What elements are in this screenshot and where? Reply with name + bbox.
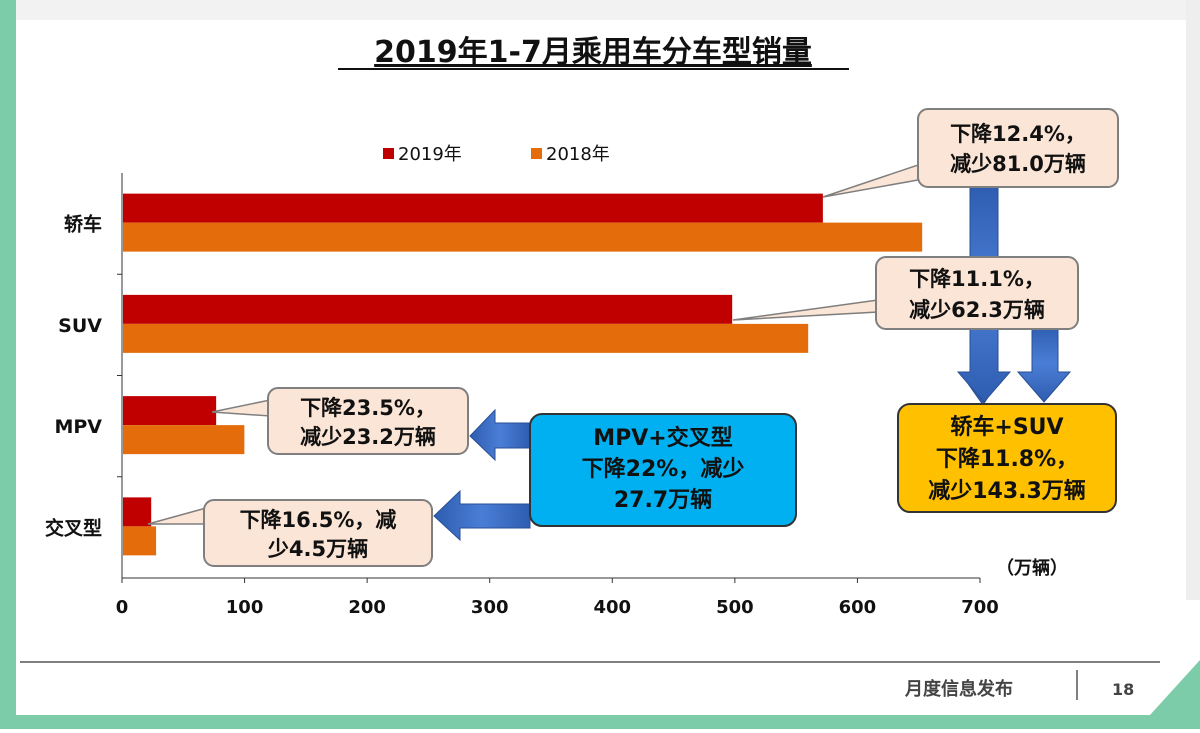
connector-sedan — [822, 163, 919, 198]
category-label: MPV — [54, 416, 102, 438]
legend-label-2019: 2019年 — [398, 144, 462, 165]
category-label: 轿车 — [64, 213, 102, 236]
x-tick-label: 300 — [471, 597, 509, 618]
arrow-left-crossover — [433, 489, 531, 542]
legend-swatch-2018 — [531, 148, 542, 159]
x-tick-label: 400 — [593, 597, 631, 618]
callout-mpv-crossover-total-line1: MPV+交叉型 — [593, 425, 732, 451]
category-label: 交叉型 — [45, 516, 102, 539]
bottom-green-band — [0, 715, 1200, 729]
legend: 2019年 2018年 — [383, 144, 610, 165]
bar-2018-1 — [123, 323, 809, 353]
unit-label: （万辆） — [996, 557, 1068, 579]
bars — [123, 193, 923, 556]
bar-2019-1 — [123, 294, 733, 324]
x-tick-label: 600 — [839, 597, 877, 618]
connector-suv — [732, 299, 879, 321]
x-tick-label: 0 — [116, 597, 129, 618]
chart-title: 2019年1-7月乘用车分车型销量 — [374, 35, 812, 70]
bar-2019-0 — [123, 193, 823, 223]
left-green-bar — [0, 0, 16, 729]
callout-mpv-crossover-total-line2: 下降22%，减少 — [582, 456, 745, 482]
callout-sedan-line2: 减少81.0万辆 — [950, 152, 1086, 176]
callouts: 下降12.4%， 减少81.0万辆 下降11.1%， 减少62.3万辆 下降23… — [203, 108, 1119, 567]
x-tick-label: 100 — [226, 597, 264, 618]
bar-2019-3 — [123, 497, 152, 527]
bar-2018-2 — [123, 425, 245, 455]
footer-label: 月度信息发布 — [904, 678, 1013, 700]
bar-2018-0 — [123, 222, 923, 252]
callout-crossover-line1: 下降16.5%，减 — [240, 508, 397, 532]
callout-mpv-line2: 减少23.2万辆 — [300, 425, 436, 449]
top-band — [0, 0, 1200, 20]
arrow-left-mpv — [469, 408, 531, 462]
callout-sedan-suv-total-box — [897, 403, 1117, 513]
callout-connectors — [147, 163, 919, 525]
x-tick-label: 200 — [348, 597, 386, 618]
callout-mpv-box — [267, 387, 469, 455]
corner-accent — [1150, 660, 1200, 715]
connector-crossover — [147, 507, 207, 525]
category-labels: 轿车 SUV MPV 交叉型 — [45, 213, 122, 539]
callout-suv-box — [875, 256, 1079, 330]
x-tick-label: 500 — [716, 597, 754, 618]
x-tick-label: 700 — [961, 597, 999, 618]
callout-sedan-suv-total-line2: 下降11.8%， — [936, 447, 1078, 472]
callout-suv-line1: 下降11.1%， — [909, 267, 1045, 291]
callout-sedan-line1: 下降12.4%， — [950, 122, 1086, 146]
callout-sedan-suv-total-line3: 减少143.3万辆 — [928, 478, 1086, 504]
page-number: 18 — [1112, 680, 1134, 699]
callout-sedan-box — [917, 108, 1119, 188]
callout-crossover-box — [203, 499, 433, 567]
callout-suv-line2: 减少62.3万辆 — [909, 298, 1045, 322]
bar-2019-2 — [123, 396, 217, 426]
legend-swatch-2019 — [383, 148, 394, 159]
arrow-down-suv — [1016, 324, 1072, 403]
legend-label-2018: 2018年 — [546, 144, 610, 165]
callout-crossover-line2: 少4.5万辆 — [267, 537, 368, 561]
category-label: SUV — [58, 315, 102, 337]
callout-mpv-crossover-total-box — [529, 413, 797, 527]
right-gray-bar — [1186, 0, 1200, 600]
connector-mpv — [211, 399, 271, 417]
bar-2018-3 — [123, 526, 157, 556]
callout-sedan-suv-total-line1: 轿车+SUV — [950, 414, 1063, 440]
callout-mpv-crossover-total-line3: 27.7万辆 — [614, 487, 712, 513]
callout-mpv-line1: 下降23.5%， — [300, 396, 436, 420]
x-ticks: 0 100 200 300 400 500 600 700 — [116, 578, 999, 618]
